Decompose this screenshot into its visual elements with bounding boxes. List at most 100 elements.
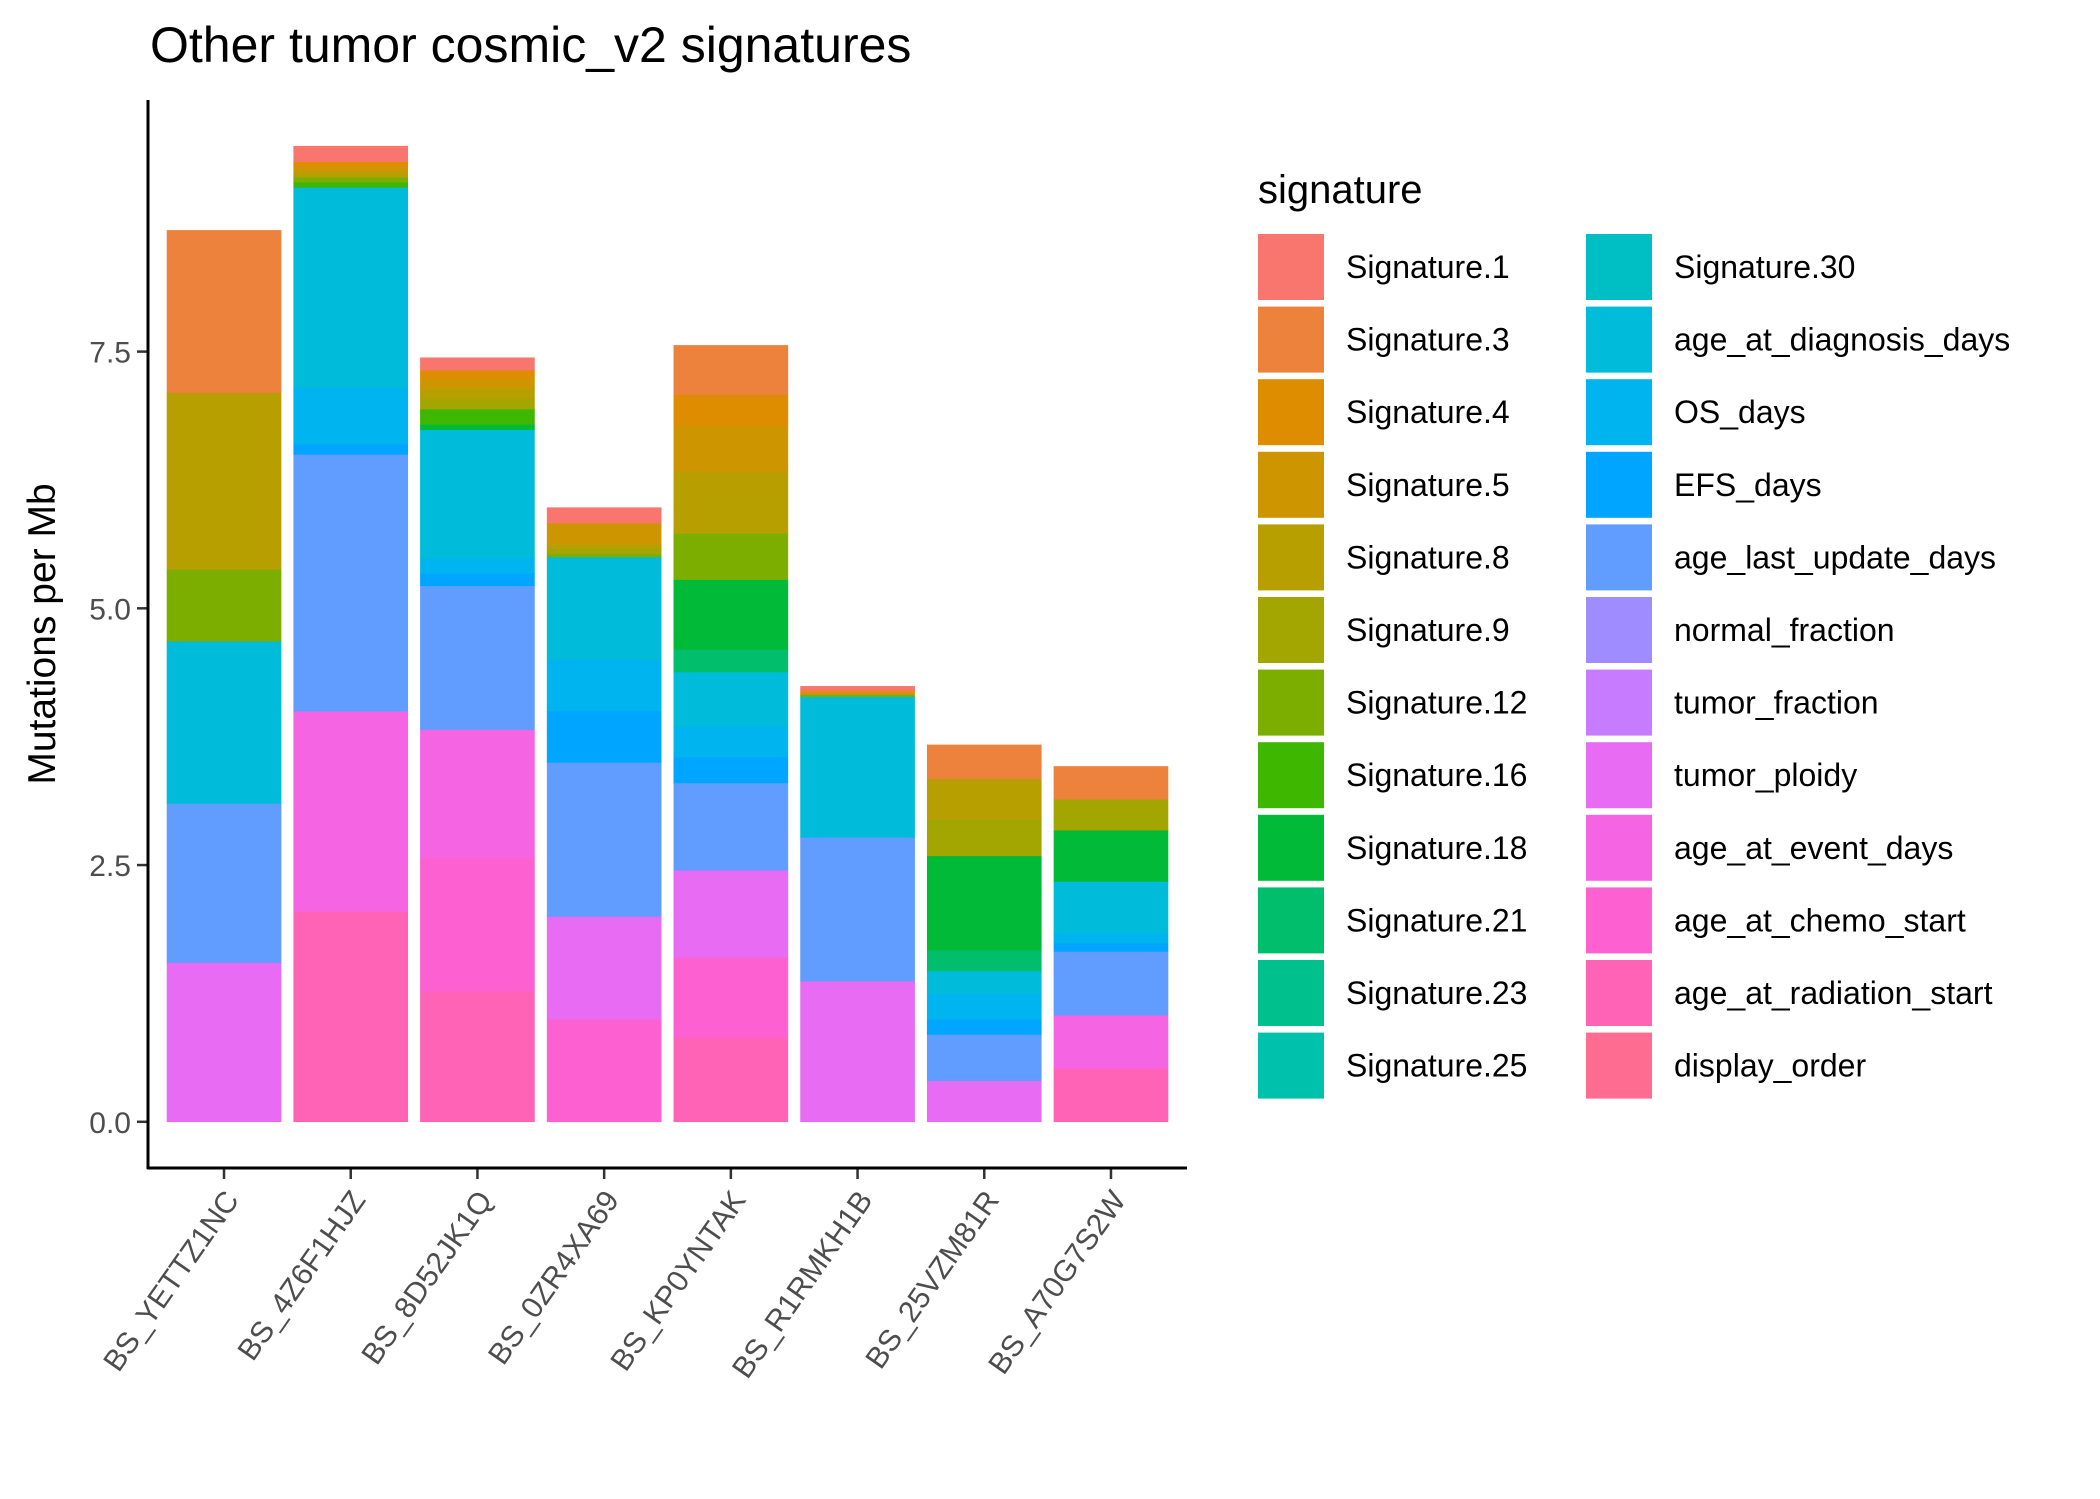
bar-segment-bs-0zr4xa69-signature-8 [546,543,662,550]
legend-key-age-at-chemo-start [1586,887,1652,954]
bar-segment-bs-0zr4xa69-age-at-diagnosis-days [546,556,662,660]
bar-segment-bs-25vzm81r-os-days [926,993,1042,1020]
bar-segment-bs-0zr4xa69-age-at-chemo-start [546,1018,662,1123]
y-axis-ticks: 0.0 2.5 5.0 7.5 [89,337,148,1140]
legend-label-signature-25: Signature.25 [1346,1048,1527,1084]
bar-segment-bs-a70g7s2w-age-at-radiation-start [1053,1068,1169,1123]
legend-label-age-at-event-days: age_at_event_days [1674,830,1953,866]
bar-segment-bs-8d52jk1q-efs-days [420,573,535,587]
bar-segment-bs-kp0yntak-age-last-update-days [673,782,789,871]
legend-key-signature-4 [1258,379,1324,446]
bar-segment-bs-4z6f1hjz-signature-4 [293,161,409,168]
bar-segment-bs-yettz1nc-signature-12 [166,568,282,642]
legend-label-normal-fraction: normal_fraction [1674,612,1895,648]
legend-key-os-days [1586,379,1652,446]
legend-key-signature-18 [1258,814,1324,881]
legend-label-signature-4: Signature.4 [1346,394,1510,430]
bar-segment-bs-kp0yntak-tumor-ploidy [673,869,789,958]
legend: Signature.1 Signature.3 Signature.4 Signatu… [1258,234,2010,1099]
bar-segment-bs-kp0yntak-age-at-chemo-start [673,957,789,1038]
bar-segment-bs-4z6f1hjz-age-at-event-days [293,710,409,912]
bar-segment-bs-kp0yntak-signature-12 [673,533,789,580]
bar-segment-bs-yettz1nc-tumor-ploidy [166,962,282,1123]
legend-key-tumor-fraction [1586,669,1652,736]
bar-segment-bs-kp0yntak-signature-18 [673,579,789,650]
bar-segment-bs-kp0yntak-efs-days [673,756,789,784]
legend-label-signature-21: Signature.21 [1346,902,1527,938]
bar-segment-bs-8d52jk1q-age-at-chemo-start [420,857,535,992]
chart-title: Other tumor cosmic_v2 signatures [150,17,911,73]
bar-segment-bs-r1rmkh1b-signature-3 [800,689,915,693]
legend-key-signature-30 [1586,234,1652,300]
bar-segment-bs-yettz1nc-age-at-diagnosis-days [166,640,282,804]
legend-key-tumor-ploidy [1586,742,1652,809]
bar-segment-bs-8d52jk1q-signature-18 [420,424,535,430]
bar-segment-bs-r1rmkh1b-tumor-ploidy [800,980,915,1123]
legend-key-efs-days [1586,451,1652,518]
bar-segment-bs-kp0yntak-signature-8 [673,471,789,534]
bar-segment-bs-r1rmkh1b-signature-1 [800,686,915,690]
bar-segment-bs-kp0yntak-age-at-diagnosis-days [673,671,789,727]
legend-label-signature-1: Signature.1 [1346,249,1510,285]
legend-label-os-days: OS_days [1674,394,1806,430]
x-tick-label: BS_R1RMKH1B [726,1185,879,1384]
x-axis-ticks: BS_YETTZ1NCBS_4Z6F1HJZBS_8D52JK1QBS_0ZR4… [97,1168,1133,1384]
bar-segment-bs-8d52jk1q-age-at-diagnosis-days [420,429,535,559]
bar-segment-bs-8d52jk1q-age-last-update-days [420,585,535,730]
bar-segment-bs-4z6f1hjz-age-at-radiation-start [293,910,409,1123]
bar-segment-bs-25vzm81r-signature-9 [926,819,1042,857]
bar-segment-bs-r1rmkh1b-signature-12 [800,694,915,697]
bar-segment-bs-0zr4xa69-tumor-ploidy [546,916,662,1020]
bar-segment-bs-25vzm81r-age-last-update-days [926,1034,1042,1082]
x-tick-label: BS_0ZR4XA69 [482,1185,626,1371]
bar-segment-bs-a70g7s2w-efs-days [1053,942,1169,952]
x-tick-label: BS_KP0YNTAK [604,1185,752,1377]
legend-key-signature-23 [1258,960,1324,1026]
bar-segment-bs-0zr4xa69-age-last-update-days [546,762,662,917]
bar-segment-bs-25vzm81r-age-at-diagnosis-days [926,970,1042,994]
legend-key-signature-5 [1258,451,1324,518]
legend-key-display-order [1586,1032,1652,1099]
bar-segment-bs-4z6f1hjz-os-days [293,387,409,445]
legend-key-signature-1 [1258,234,1324,300]
bar-segment-bs-kp0yntak-age-at-radiation-start [673,1037,789,1123]
bar-segment-bs-8d52jk1q-signature-4 [420,369,535,379]
legend-label-signature-30: Signature.30 [1674,249,1855,285]
bar-segment-bs-25vzm81r-efs-days [926,1018,1042,1035]
legend-label-signature-16: Signature.16 [1346,757,1527,793]
bar-segment-bs-4z6f1hjz-signature-1 [293,145,409,162]
y-axis-title: Mutations per Mb [21,483,64,784]
bar-segment-bs-4z6f1hjz-age-last-update-days [293,453,409,712]
legend-key-signature-21 [1258,887,1324,954]
bar-segment-bs-0zr4xa69-signature-9 [546,548,662,555]
bar-segment-bs-a70g7s2w-age-at-diagnosis-days [1053,881,1169,934]
legend-label-age-at-diagnosis-days: age_at_diagnosis_days [1674,322,2010,358]
bar-segment-bs-25vzm81r-signature-3 [926,744,1042,780]
bar-segment-bs-8d52jk1q-signature-16 [420,408,535,425]
bar-segment-bs-8d52jk1q-age-at-event-days [420,729,535,859]
bar-segment-bs-r1rmkh1b-age-at-diagnosis-days [800,696,915,838]
y-tick-label: 0.0 [89,1107,131,1140]
legend-label-signature-3: Signature.3 [1346,322,1510,358]
legend-label-age-at-radiation-start: age_at_radiation_start [1674,975,1993,1011]
legend-label-signature-5: Signature.5 [1346,467,1510,503]
legend-key-age-at-radiation-start [1586,960,1652,1026]
y-tick-label: 7.5 [89,337,131,370]
bar-segment-bs-a70g7s2w-age-at-event-days [1053,1014,1169,1069]
legend-key-normal-fraction [1586,597,1652,663]
bar-segment-bs-8d52jk1q-signature-5 [420,377,535,389]
legend-key-signature-25 [1258,1032,1324,1099]
bar-segment-bs-kp0yntak-signature-4 [673,394,789,426]
bar-segment-bs-25vzm81r-signature-18 [926,855,1042,951]
legend-label-age-at-chemo-start: age_at_chemo_start [1674,902,1966,938]
bar-segment-bs-r1rmkh1b-age-last-update-days [800,837,915,982]
bar-segment-bs-a70g7s2w-signature-9 [1053,799,1169,831]
legend-key-signature-8 [1258,524,1324,591]
legend-label-signature-12: Signature.12 [1346,685,1527,721]
x-tick-label: BS_YETTZ1NC [97,1185,245,1377]
legend-label-signature-8: Signature.8 [1346,539,1510,575]
bar-segment-bs-4z6f1hjz-efs-days [293,443,409,455]
bar-segment-bs-0zr4xa69-signature-5 [546,522,662,544]
bar-segment-bs-25vzm81r-signature-21 [926,949,1042,972]
